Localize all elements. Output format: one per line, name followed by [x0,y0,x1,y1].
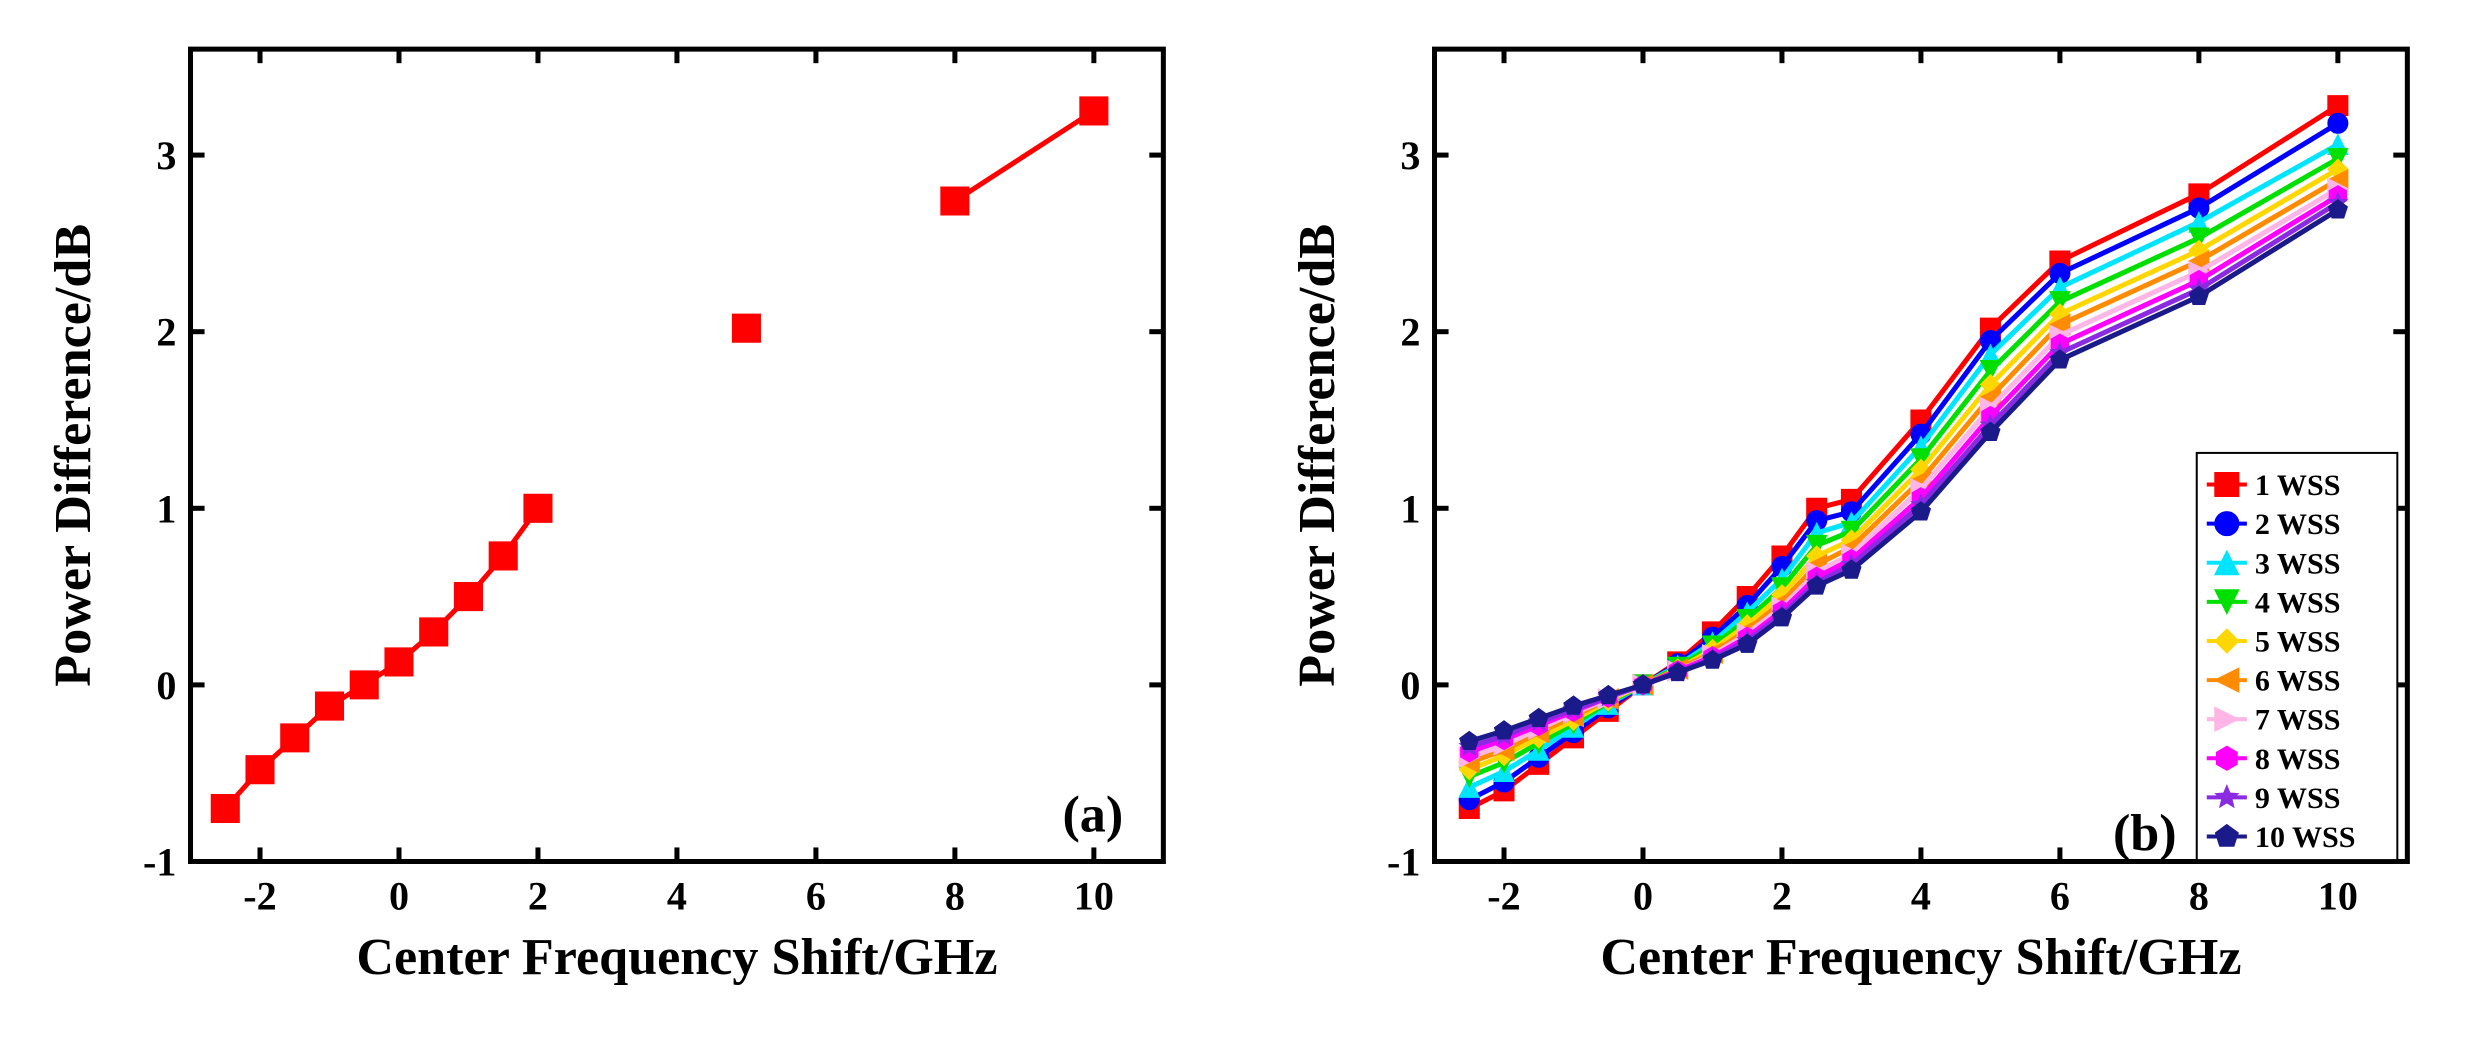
x-tick-label: 10 [1074,874,1114,919]
legend-label-4: 5 WSS [2254,624,2340,658]
x-tick-label: 2 [1771,874,1791,919]
series-marker-0 [2327,96,2347,116]
x-tick-label: 0 [389,874,409,919]
x-tick-label: 8 [945,874,965,919]
panel-a-svg: -2 0 2 4 6 8 10 -1 0 1 2 3 Center Frequency Shift/GH… [10,10,1214,1031]
y-tick-label: 3 [1400,133,1420,178]
panel-label: (a) [1062,786,1123,843]
panel-label: (b) [2112,805,2176,862]
x-tick-label: 4 [1910,874,1930,919]
y-axis-label: Power Difference/dB [1289,224,1346,687]
legend-marker-0 [2214,472,2238,496]
legend-label-7: 8 WSS [2254,742,2340,776]
y-tick-label: 2 [156,310,176,355]
series-marker-0 [489,542,517,570]
x-tick-label: 10 [2317,874,2357,919]
legend-marker-1 [2214,512,2238,536]
series-marker-0 [524,494,552,522]
x-axis-label: Center Frequency Shift/GHz [356,929,997,986]
legend-label-0: 1 WSS [2254,468,2340,502]
y-tick-label: 1 [1400,486,1420,531]
series-marker-0 [420,618,448,646]
legend-label-2: 3 WSS [2254,546,2340,580]
x-tick-label: -2 [243,874,276,919]
panel-b: -2 0 2 4 6 8 10 -1 0 1 2 3 Center Frequency Shift/GH… [1254,10,2458,1031]
y-axis-label: Power Difference/dB [45,224,102,687]
panel-b-svg: -2 0 2 4 6 8 10 -1 0 1 2 3 Center Frequency Shift/GH… [1254,10,2458,1031]
series-marker-0 [454,583,482,611]
series-marker-0 [941,187,969,215]
y-tick-label: 3 [156,133,176,178]
x-tick-label: 4 [667,874,687,919]
y-tick-label: -1 [1387,840,1420,885]
y-tick-label: -1 [143,840,176,885]
legend-label-8: 9 WSS [2254,781,2340,815]
y-tick-label: 1 [156,486,176,531]
legend-label-3: 4 WSS [2254,585,2340,619]
series-marker-0 [732,314,760,342]
x-tick-label: 6 [806,874,826,919]
series-marker-0 [385,648,413,676]
x-axis-label: Center Frequency Shift/GHz [1600,929,2241,986]
y-tick-label: 2 [1400,310,1420,355]
legend-label-6: 7 WSS [2254,703,2340,737]
y-tick-label: 0 [1400,663,1420,708]
series-marker-0 [1080,97,1108,125]
x-tick-label: 8 [2188,874,2208,919]
y-tick-label: 0 [156,663,176,708]
figure-row: -20246810-10123Center Frequency Shift/GH… [0,0,2467,1041]
x-tick-label: -2 [1487,874,1520,919]
legend-label-1: 2 WSS [2254,507,2340,541]
series-marker-0 [281,724,309,752]
series-marker-1 [2327,113,2347,133]
panel-a: -2 0 2 4 6 8 10 -1 0 1 2 3 Center Frequency Shift/GH… [10,10,1214,1031]
series-marker-0 [246,756,274,784]
series-marker-0 [350,671,378,699]
legend-label-5: 6 WSS [2254,664,2340,698]
legend-label-9: 10 WSS [2254,820,2355,854]
x-tick-label: 0 [1632,874,1652,919]
x-tick-label: 2 [528,874,548,919]
series-marker-0 [315,692,343,720]
x-tick-label: 6 [2049,874,2069,919]
series-marker-0 [211,794,239,822]
